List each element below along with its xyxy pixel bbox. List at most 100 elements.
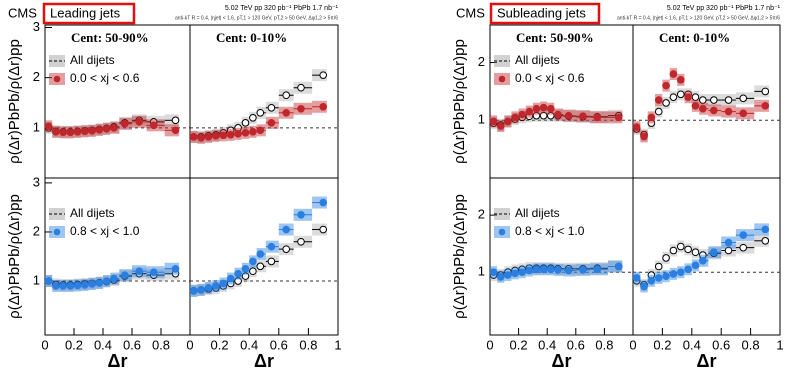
x-tick-label: 0.8 <box>742 337 760 352</box>
x-axis-label: Δr <box>108 351 128 371</box>
y-tick-label: 1 <box>478 264 485 279</box>
experiment: CMS <box>456 5 485 20</box>
point <box>249 114 257 122</box>
point <box>593 265 602 274</box>
x-tick-label: 0.6 <box>123 337 141 352</box>
point <box>724 107 733 116</box>
legend-label: 0.0 < xj < 0.6 <box>515 71 585 85</box>
legend-label: All dijets <box>70 53 115 67</box>
point <box>532 265 541 274</box>
point <box>710 96 718 104</box>
legend-label: 0.0 < xj < 0.6 <box>70 71 140 85</box>
point <box>88 280 96 288</box>
x-axis-label: Δr <box>697 351 717 371</box>
point <box>319 198 328 207</box>
y-axis-label: ρ(Δr)PbPb/ρ(Δr)pp <box>6 194 23 319</box>
x-tick-label: 0.8 <box>595 337 613 352</box>
point <box>219 131 228 140</box>
point <box>197 134 205 142</box>
energy: 5.02 TeV pp 320 pb⁻¹ PbPb 1.7 nb⁻¹ <box>667 5 781 12</box>
point <box>44 277 53 285</box>
x-tick-label: 0.2 <box>510 337 528 352</box>
point <box>532 104 541 113</box>
point <box>149 268 158 277</box>
series <box>189 196 328 297</box>
point <box>297 237 305 246</box>
point <box>504 117 512 126</box>
point <box>546 265 555 274</box>
legend-label: 0.8 < xj < 1.0 <box>70 224 140 238</box>
point <box>489 268 498 277</box>
point <box>241 272 250 280</box>
x-tick-label: 0.4 <box>240 337 258 352</box>
point <box>226 131 235 139</box>
panel-frame <box>489 177 634 336</box>
point <box>52 282 60 290</box>
legend-marker <box>53 75 61 83</box>
y-tick-label: 2 <box>478 207 485 222</box>
point <box>52 128 60 136</box>
point <box>539 111 548 120</box>
point <box>761 102 770 110</box>
point <box>249 267 257 276</box>
point <box>149 121 158 130</box>
point <box>579 266 587 274</box>
point <box>662 81 670 90</box>
selection: anti-kT R = 0.4, |ηjet| < 1.6, pT,1 > 12… <box>175 15 338 21</box>
point <box>539 103 548 112</box>
point <box>684 265 692 274</box>
point <box>267 242 276 251</box>
point <box>518 268 526 277</box>
point <box>669 270 678 278</box>
x-tick-label: 0 <box>629 337 636 352</box>
x-axis-label: Δr <box>254 351 274 371</box>
point <box>81 127 89 136</box>
selection: anti-kT R = 0.4, |ηjet| < 1.6, pT,1 > 12… <box>617 15 780 21</box>
point <box>135 118 144 126</box>
point <box>761 237 770 245</box>
point <box>699 256 707 265</box>
point <box>73 128 82 136</box>
point <box>691 248 700 257</box>
point <box>110 124 118 132</box>
series <box>189 100 328 144</box>
point <box>256 108 265 117</box>
point <box>234 130 242 138</box>
point <box>647 113 656 122</box>
point <box>66 128 75 137</box>
point <box>662 99 670 107</box>
series <box>44 262 180 292</box>
point <box>282 108 291 117</box>
series <box>44 115 180 139</box>
point <box>59 282 67 290</box>
point <box>66 282 75 290</box>
y-axis-label: ρ(Δr)PbPb/ρ(Δr)pp <box>451 39 468 164</box>
point <box>662 254 670 262</box>
x-tick-label: 0.4 <box>94 337 112 352</box>
y-tick-label: 1 <box>33 119 40 134</box>
legend-label: All dijets <box>515 206 560 220</box>
point <box>249 257 257 266</box>
point <box>710 106 718 115</box>
point <box>282 91 291 100</box>
y-tick-label: 2 <box>33 69 40 84</box>
y-axis-label: ρ(Δr)PbPb/ρ(Δr)pp <box>6 39 23 164</box>
point <box>212 282 220 290</box>
point <box>319 71 328 79</box>
y-tick-label: 3 <box>33 19 40 34</box>
point <box>81 281 89 289</box>
point <box>204 284 213 292</box>
point <box>564 111 573 120</box>
point <box>44 122 53 131</box>
x-axis-label: Δr <box>552 351 572 371</box>
x-tick-label: 0.2 <box>211 337 229 352</box>
x-tick-label: 1 <box>334 337 341 352</box>
legend-marker <box>53 228 61 236</box>
x-tick-label: 0.4 <box>683 337 701 352</box>
point <box>297 104 305 113</box>
point <box>739 94 748 103</box>
point <box>518 110 526 119</box>
point <box>249 128 257 136</box>
energy: 5.02 TeV pp 320 pb⁻¹ PbPb 1.7 nb⁻¹ <box>225 5 339 12</box>
